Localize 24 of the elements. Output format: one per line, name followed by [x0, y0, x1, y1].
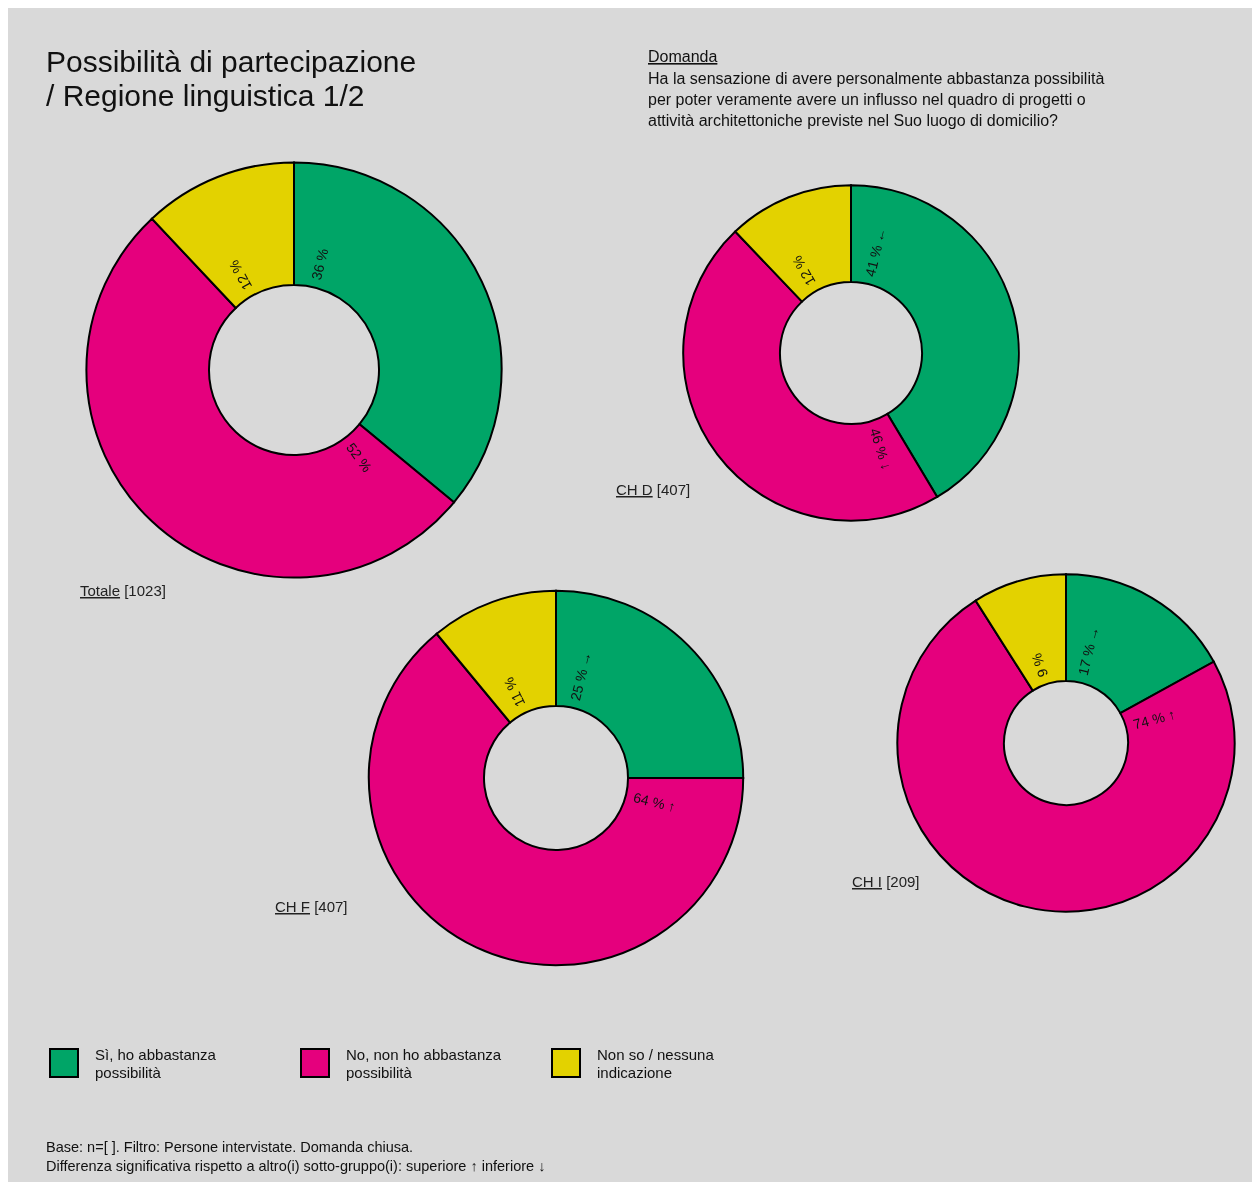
- text: Possibilità di partecipazione / Regione linguistica 1/2: [46, 45, 417, 112]
- text: CH I [209]: [852, 873, 920, 890]
- data-label: 11 %: [500, 674, 529, 710]
- data-label: 17 % →: [1074, 624, 1103, 677]
- text: Ha la sensazione di avere personalmente abbastanza possibilità per poter veramente avere un influsso nel quadro di progetti o attività architettoniche previste nel Suo luogo di domicilio?: [648, 70, 1105, 129]
- text: Totale [1023]: [80, 582, 166, 599]
- text: Base: n=[ ]. Filtro: Persone intervistate. Domanda chiusa.: [46, 1139, 414, 1155]
- legend-label: Sì, ho abbastanza possibilità: [95, 1046, 217, 1081]
- data-label: 9 %: [1028, 651, 1052, 680]
- legend-label: Non so / nessuna indicazione: [597, 1046, 715, 1081]
- text: Domanda: [648, 48, 718, 65]
- text: CH F [407]: [275, 898, 348, 915]
- data-label: 25 % →: [567, 649, 595, 703]
- data-label: 52 %: [343, 439, 376, 475]
- text: CH D [407]: [616, 481, 691, 498]
- data-label: 74 % ↑: [1131, 705, 1177, 733]
- data-label: 36 %: [308, 246, 332, 282]
- data-label: 46 % ↓: [866, 426, 895, 472]
- data-label: 12 %: [788, 252, 819, 289]
- data-label: 64 % ↑: [631, 789, 678, 815]
- data-label: 12 %: [225, 257, 256, 293]
- data-label: 41 % ←: [861, 225, 890, 279]
- text: Differenza significativa rispetto a altro(i) sotto-gruppo(i): superiore ↑ inferiore ↓: [46, 1158, 546, 1174]
- legend-label: No, non ho abbastanza possibilità: [346, 1046, 502, 1081]
